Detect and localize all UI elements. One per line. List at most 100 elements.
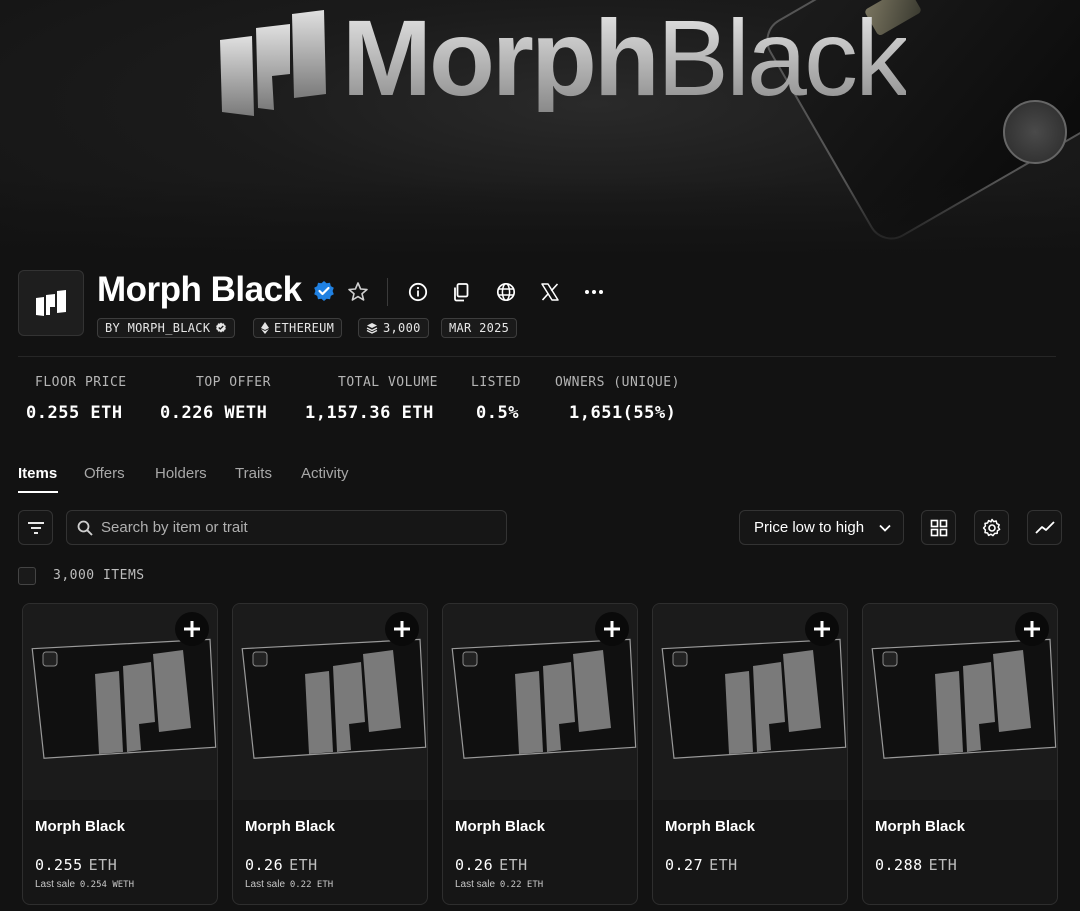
filter-button[interactable] <box>18 510 53 545</box>
tab-activity[interactable]: Activity <box>301 465 349 482</box>
date-label: MAR 2025 <box>449 321 510 335</box>
verified-badge-icon <box>314 281 334 301</box>
gear-icon <box>982 518 1000 536</box>
item-price-unit: ETH <box>709 856 738 874</box>
stat-owners-label: OWNERS (UNIQUE) <box>555 375 680 390</box>
item-name: Morph Black <box>245 818 336 835</box>
search-input[interactable] <box>101 519 481 536</box>
item-last-sale: Last sale 0.22 ETH <box>455 879 543 890</box>
add-to-cart-button[interactable] <box>1015 612 1049 646</box>
sort-label: Price low to high <box>754 519 865 536</box>
stat-listed-label: LISTED <box>471 375 521 390</box>
plus-icon <box>184 621 200 637</box>
plus-icon <box>394 621 410 637</box>
add-to-cart-button[interactable] <box>175 612 209 646</box>
add-to-cart-button[interactable] <box>805 612 839 646</box>
sort-dropdown[interactable]: Price low to high <box>739 510 904 545</box>
supply-pill: 3,000 <box>358 318 429 338</box>
tab-offers[interactable]: Offers <box>84 465 125 482</box>
stat-listed-value: 0.5% <box>476 403 519 423</box>
trend-line-icon <box>1034 520 1055 534</box>
item-image <box>23 604 217 800</box>
collection-banner: MorphBlack <box>0 0 1080 260</box>
item-price: 0.288 ETH <box>875 856 957 874</box>
tab-items[interactable]: Items <box>18 465 58 482</box>
search-box[interactable] <box>66 510 507 545</box>
item-card[interactable]: Morph Black 0.255 ETH Last sale 0.254 WET… <box>22 603 218 905</box>
plus-icon <box>1024 621 1040 637</box>
settings-button[interactable] <box>974 510 1009 545</box>
collection-title: Morph Black <box>97 270 302 309</box>
copy-icon[interactable] <box>449 280 473 304</box>
stat-top-offer-label: TOP OFFER <box>196 375 271 390</box>
collection-avatar[interactable] <box>18 270 84 336</box>
layers-icon <box>366 323 378 334</box>
info-icon[interactable] <box>406 280 430 304</box>
supply-label: 3,000 <box>383 321 421 335</box>
last-sale-value: 0.22 ETH <box>499 880 544 890</box>
banner-logo-icon <box>220 10 326 116</box>
nft-card-artwork <box>31 638 217 759</box>
stat-floor-price-label: FLOOR PRICE <box>35 375 127 390</box>
filter-icon <box>27 521 44 534</box>
search-icon <box>77 520 93 536</box>
tab-holders[interactable]: Holders <box>155 465 207 482</box>
item-last-sale: Last sale 0.254 WETH <box>35 879 134 890</box>
creator-verified-icon <box>216 322 227 333</box>
header-bottom-divider <box>18 356 1056 357</box>
grid-view-button[interactable] <box>921 510 956 545</box>
ethereum-icon <box>261 322 269 334</box>
tab-traits[interactable]: Traits <box>235 465 272 482</box>
stat-top-offer-value: 0.226 WETH <box>160 403 268 423</box>
item-price: 0.26 ETH <box>455 856 528 874</box>
add-to-cart-button[interactable] <box>385 612 419 646</box>
globe-icon[interactable] <box>494 280 518 304</box>
last-sale-value: 0.22 ETH <box>289 880 334 890</box>
x-twitter-icon[interactable] <box>538 280 562 304</box>
creator-pill[interactable]: BY MORPH_BLACK <box>97 318 236 338</box>
item-price-value: 0.26 <box>455 856 494 874</box>
last-sale-label: Last sale <box>35 879 76 890</box>
item-price: 0.255 ETH <box>35 856 117 874</box>
item-count: 3,000 ITEMS <box>53 568 145 583</box>
item-name: Morph Black <box>665 818 756 835</box>
item-card[interactable]: Morph Black 0.27 ETH <box>652 603 848 905</box>
banner-wordmark-bold: Morph <box>342 0 657 118</box>
item-card[interactable]: Morph Black 0.288 ETH <box>862 603 1058 905</box>
analytics-button[interactable] <box>1027 510 1062 545</box>
favorite-star-icon[interactable] <box>346 280 370 304</box>
item-name: Morph Black <box>455 818 546 835</box>
nft-card-artwork <box>451 638 637 759</box>
item-price-unit: ETH <box>289 856 318 874</box>
nft-card-artwork <box>241 638 427 759</box>
plus-icon <box>604 621 620 637</box>
item-price-unit: ETH <box>928 856 958 874</box>
collection-logo-icon <box>36 290 66 316</box>
chain-pill[interactable]: ETHEREUM <box>253 318 343 338</box>
last-sale-label: Last sale <box>245 879 286 890</box>
item-name: Morph Black <box>35 818 126 835</box>
item-price-unit: ETH <box>499 856 528 874</box>
nft-card-artwork <box>871 638 1057 759</box>
date-pill: MAR 2025 <box>441 318 518 338</box>
banner-wordmark-light: Black <box>656 0 906 118</box>
banner-fade <box>0 180 1080 260</box>
item-name: Morph Black <box>875 818 966 835</box>
stat-owners-value: 1,651(55%) <box>569 403 677 423</box>
header-divider <box>387 278 388 306</box>
banner-wordmark: MorphBlack <box>342 4 906 112</box>
more-options-icon[interactable] <box>582 280 606 304</box>
select-all-checkbox[interactable] <box>18 567 36 585</box>
item-price-value: 0.255 <box>35 856 83 874</box>
add-to-cart-button[interactable] <box>595 612 629 646</box>
item-card[interactable]: Morph Black 0.26 ETH Last sale 0.22 ETH <box>232 603 428 905</box>
last-sale-label: Last sale <box>455 879 496 890</box>
banner-coin-graphic <box>1003 100 1067 164</box>
item-last-sale: Last sale 0.22 ETH <box>245 879 333 890</box>
stat-floor-price-value: 0.255 ETH <box>26 403 123 423</box>
plus-icon <box>814 621 830 637</box>
last-sale-value: 0.254 WETH <box>79 880 134 890</box>
item-image <box>863 604 1057 800</box>
grid-icon <box>930 519 947 536</box>
item-card[interactable]: Morph Black 0.26 ETH Last sale 0.22 ETH <box>442 603 638 905</box>
